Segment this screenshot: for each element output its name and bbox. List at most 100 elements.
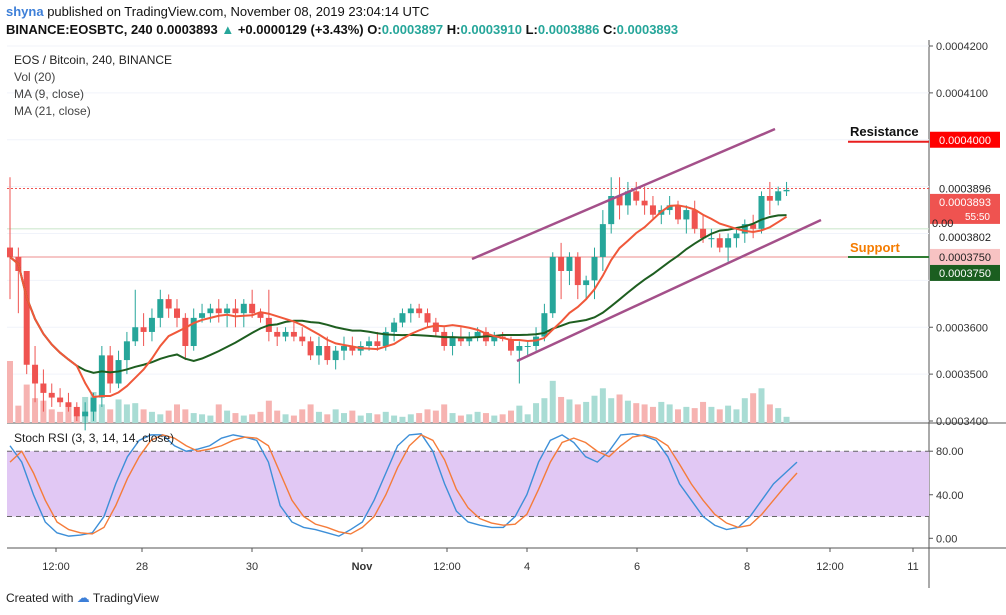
volume-bar: [190, 413, 197, 423]
volume-bar: [624, 400, 631, 423]
volume-bar: [457, 415, 464, 423]
volume-bar: [758, 388, 765, 423]
tradingview-logo-icon: ☁: [76, 590, 90, 605]
resistance-label: Resistance: [850, 124, 919, 139]
candle-body: [123, 341, 130, 361]
publisher-name[interactable]: shyna: [6, 4, 44, 19]
volume-bar: [98, 404, 105, 423]
tradingview-brand[interactable]: TradingView: [92, 591, 159, 605]
time-tick-label: 28: [136, 561, 148, 573]
open-label: O:: [367, 22, 382, 37]
volume-bar: [558, 396, 565, 423]
volume-bar: [491, 415, 498, 423]
volume-bar: [324, 414, 331, 423]
candle-body: [349, 346, 356, 351]
candle-body: [741, 224, 748, 234]
candle-body: [675, 205, 681, 220]
time-axis-ticks[interactable]: 12:00 28 30 Nov 12:00 4 6 8 12:00 11: [42, 548, 919, 573]
candle-body: [140, 327, 147, 332]
volume-bar: [583, 401, 590, 423]
price-tick-label: 0.0003400: [936, 416, 988, 428]
close-value: 0.0003893: [616, 22, 679, 37]
candle-body: [541, 313, 548, 337]
candle-body: [240, 303, 247, 314]
legend-ma9[interactable]: MA (9, close): [14, 87, 84, 101]
legend-ma21[interactable]: MA (21, close): [14, 104, 91, 118]
volume-bar: [349, 410, 356, 423]
candle-body: [466, 336, 473, 342]
price-label-support-dark: 0.0003750: [930, 264, 1000, 281]
candle-body: [407, 308, 414, 314]
stoch-tick-label: 40.00: [936, 490, 964, 502]
candle-body: [182, 317, 189, 346]
candle-body: [691, 210, 698, 229]
price-label-support-light: 0.0003750: [930, 248, 1000, 265]
candle-body: [190, 317, 197, 346]
stoch-rsi-pane[interactable]: [7, 433, 929, 537]
volume-bar: [432, 410, 439, 423]
volume-bar: [608, 398, 615, 423]
volume-bar: [7, 361, 13, 423]
candle-body: [424, 313, 431, 323]
candle-body: [624, 191, 631, 206]
ma9-line: [9, 204, 788, 399]
candle-body: [174, 308, 180, 318]
volume-bar: [716, 409, 723, 423]
candle-body: [82, 411, 89, 417]
volume-bar: [474, 411, 481, 423]
time-tick-label: 12:00: [433, 561, 461, 573]
candle-body: [324, 346, 331, 361]
open-value: 0.0003897: [381, 22, 444, 37]
volume-bar: [32, 398, 39, 423]
price-tick-label: 0.0004200: [936, 41, 988, 53]
candle-body: [98, 355, 105, 398]
volume-bar: [466, 414, 473, 423]
volume-bar: [649, 406, 656, 423]
candle-body: [641, 200, 648, 206]
volume-bar: [691, 408, 698, 423]
candle-body: [382, 331, 389, 346]
candle-body: [249, 303, 256, 314]
candle-body: [700, 228, 707, 239]
price-label-resistance-text: 0.0004000: [939, 135, 991, 147]
candle-body: [224, 308, 231, 314]
candle-body: [315, 346, 322, 356]
candle-body: [474, 331, 481, 337]
candle-body: [725, 238, 732, 248]
volume-bar: [165, 410, 172, 423]
candle-body: [257, 313, 264, 318]
volume-bar: [482, 413, 489, 423]
price-label-ma9: 0.00 0.0003802: [932, 218, 991, 244]
volume-bar: [315, 411, 322, 423]
high-label: H:: [446, 22, 461, 37]
candles: [7, 177, 790, 431]
price-chart[interactable]: Resistance Support EOS / Bitcoin, 240, B…: [0, 40, 1006, 588]
legend-vol[interactable]: Vol (20): [14, 70, 55, 84]
channel-upper-line: [471, 127, 776, 261]
candle-body: [132, 327, 139, 342]
candle-body: [583, 280, 590, 286]
price-label-support-dark-text: 0.0003750: [939, 268, 991, 280]
volume-bar: [249, 414, 256, 423]
candle-body: [416, 308, 423, 314]
stoch-band: [7, 451, 929, 517]
volume-bar: [115, 399, 122, 423]
stoch-d-line: [9, 434, 798, 535]
main-pane[interactable]: [7, 40, 929, 423]
candle-body: [591, 256, 598, 281]
time-tick-label: 6: [634, 561, 640, 573]
price-label-ma9-text: 0.0003802: [939, 232, 991, 244]
volume-bar: [307, 404, 314, 423]
candle-body: [508, 338, 514, 351]
price-label-support-light-text: 0.0003750: [939, 252, 991, 264]
volume-bar: [775, 408, 782, 423]
candle-body: [341, 346, 347, 351]
candle-body: [516, 346, 523, 351]
candle-body: [148, 317, 155, 332]
time-tick-label: 4: [524, 561, 530, 573]
candle-body: [758, 196, 765, 229]
volume-bar: [733, 409, 740, 423]
volume-bar: [240, 415, 247, 423]
price-axis-ticks[interactable]: 0.0004200 0.0004100 0.0003600 0.0003500 0.00…: [929, 41, 988, 428]
stoch-legend[interactable]: Stoch RSI (3, 3, 14, 14, close): [14, 431, 174, 445]
